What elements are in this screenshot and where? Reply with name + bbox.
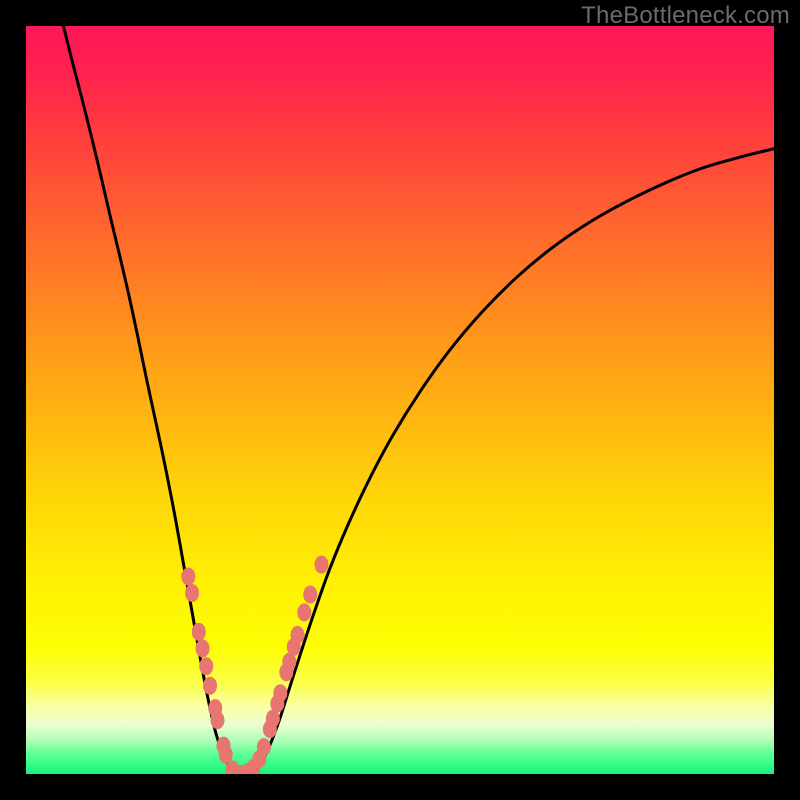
marker-point (291, 626, 305, 644)
marker-point (196, 639, 210, 657)
watermark-text: TheBottleneck.com (581, 2, 790, 30)
marker-point (303, 585, 317, 603)
marker-point (257, 738, 271, 756)
gradient-background (26, 26, 774, 774)
plot-area (26, 26, 774, 774)
marker-point (185, 584, 199, 602)
marker-point (199, 657, 213, 675)
marker-point (297, 603, 311, 621)
plot-svg (26, 26, 774, 774)
marker-point (192, 623, 206, 641)
chart-frame: TheBottleneck.com (0, 0, 800, 800)
marker-point (314, 556, 328, 574)
marker-point (181, 568, 195, 586)
marker-point (203, 677, 217, 695)
marker-point (210, 711, 224, 729)
marker-point (273, 684, 287, 702)
